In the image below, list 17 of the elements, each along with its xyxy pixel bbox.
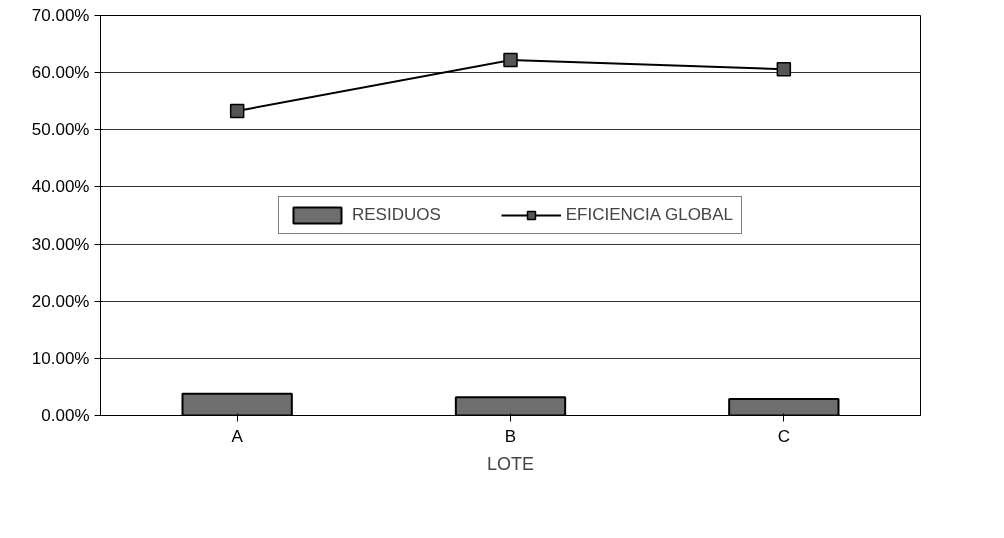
- x-tick-label: A: [231, 426, 244, 446]
- y-tick-label: 70.00%: [31, 6, 90, 25]
- y-tick-label: 30.00%: [31, 234, 90, 254]
- legend-label: EFICIENCIA GLOBAL: [565, 205, 734, 225]
- y-tick-label: 50.00%: [31, 120, 90, 140]
- y-tick-label: 10.00%: [31, 348, 90, 368]
- point: [776, 61, 792, 77]
- y-tick-label: 20.00%: [31, 291, 90, 311]
- legend-label: RESIDUOS: [351, 205, 441, 225]
- y-tick-label: 40.00%: [31, 177, 90, 197]
- point: [503, 52, 518, 68]
- y-tick-label: 0.00%: [41, 406, 90, 425]
- x-tick-label: C: [777, 426, 790, 446]
- x-axis-title: LOTE: [486, 453, 535, 474]
- point: [229, 103, 245, 119]
- y-tick-label: 60.00%: [31, 63, 90, 83]
- x-tick-label: B: [504, 426, 517, 446]
